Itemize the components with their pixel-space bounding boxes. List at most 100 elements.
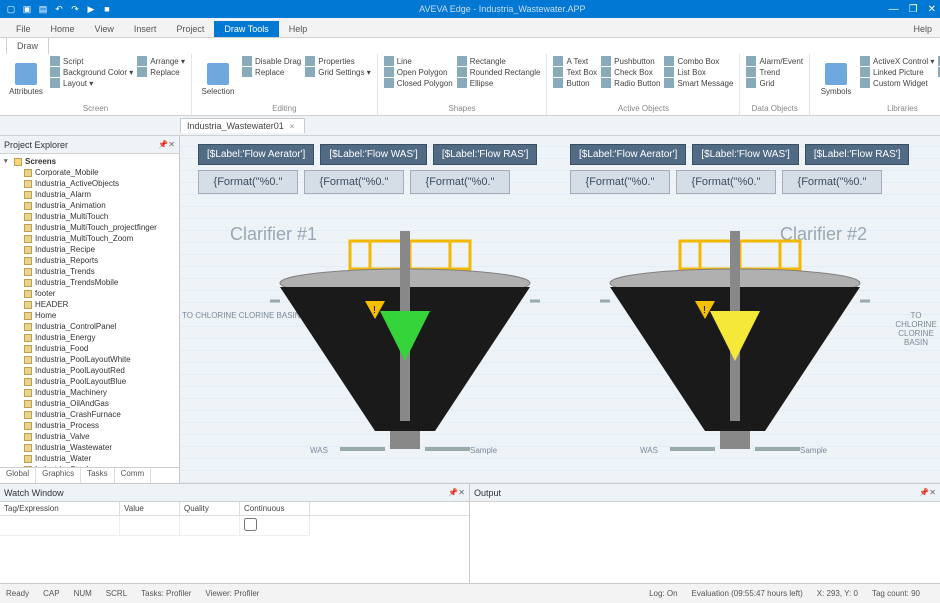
watch-close-icon[interactable]: ✕ (458, 488, 465, 497)
ribbon-big-button[interactable]: Attributes (6, 56, 46, 103)
ribbon-small-button[interactable]: List Box (664, 67, 733, 77)
output-pin-icon[interactable]: 📌 (919, 488, 929, 497)
ribbon-small-button[interactable]: Replace (137, 67, 185, 77)
watch-cell[interactable] (120, 516, 180, 536)
tree-item[interactable]: Industria_Alarm (2, 189, 177, 200)
tree-item[interactable]: Industria_ControlPanel (2, 321, 177, 332)
tree-item[interactable]: Industria_Food (2, 343, 177, 354)
ribbon-small-button[interactable]: Button (553, 78, 597, 88)
tab-draw[interactable]: Draw (6, 37, 49, 54)
value-display[interactable]: {Format("%0." (570, 170, 670, 194)
design-canvas[interactable]: [$Label:'Flow Aerator'] [$Label:'Flow WAS… (180, 136, 940, 483)
qat-undo-icon[interactable]: ↶ (52, 2, 66, 16)
ribbon-big-button[interactable]: Selection (198, 56, 238, 103)
watch-continuous-checkbox[interactable] (244, 518, 257, 531)
watch-cell[interactable] (0, 516, 120, 536)
tree-item[interactable]: Industria_CrashFurnace (2, 409, 177, 420)
ribbon-small-button[interactable]: Grid (746, 78, 803, 88)
watch-col-tag[interactable]: Tag/Expression (0, 502, 120, 515)
ribbon-small-button[interactable]: Disable Drag (242, 56, 301, 66)
watch-col-quality[interactable]: Quality (180, 502, 240, 515)
tree-item[interactable]: Industria_Reports (2, 255, 177, 266)
tab-home[interactable]: Home (41, 21, 85, 37)
tab-file[interactable]: File (6, 21, 41, 37)
qat-open-icon[interactable]: ▣ (20, 2, 34, 16)
tree-item[interactable]: Industria_Energy (2, 332, 177, 343)
watch-col-value[interactable]: Value (120, 502, 180, 515)
watch-pin-icon[interactable]: 📌 (448, 488, 458, 497)
help-link[interactable]: Help (905, 21, 940, 37)
value-display[interactable]: {Format("%0." (198, 170, 298, 194)
tree-item[interactable]: Industria_Process (2, 420, 177, 431)
tree-item[interactable]: Industria_Wastewater (2, 442, 177, 453)
qat-run-icon[interactable]: ▶ (84, 2, 98, 16)
ribbon-big-button[interactable]: Symbols (816, 56, 856, 103)
ribbon-small-button[interactable]: Smart Message (664, 78, 733, 88)
tag-label[interactable]: [$Label:'Flow Aerator'] (570, 144, 686, 165)
output-close-icon[interactable]: ✕ (929, 488, 936, 497)
tag-label[interactable]: [$Label:'Flow WAS'] (692, 144, 798, 165)
tree-item[interactable]: footer (2, 288, 177, 299)
maximize-icon[interactable]: ❐ (909, 4, 918, 15)
tree-item[interactable]: Industria_Trends (2, 266, 177, 277)
qat-redo-icon[interactable]: ↷ (68, 2, 82, 16)
explorer-tab-tasks[interactable]: Tasks (81, 468, 114, 483)
tab-view[interactable]: View (85, 21, 124, 37)
watch-col-continuous[interactable]: Continuous (240, 502, 310, 515)
ribbon-small-button[interactable]: Arrange ▾ (137, 56, 185, 66)
ribbon-small-button[interactable]: Radio Button (601, 78, 660, 88)
ribbon-small-button[interactable]: Replace (242, 67, 301, 77)
tree-item[interactable]: Industria_Machinery (2, 387, 177, 398)
tree-item[interactable]: Industria_MultiTouch_projectfinger (2, 222, 177, 233)
ribbon-small-button[interactable]: Grid Settings ▾ (305, 67, 370, 77)
watch-cell[interactable] (180, 516, 240, 536)
tab-insert[interactable]: Insert (124, 21, 167, 37)
ribbon-small-button[interactable]: Pushbutton (601, 56, 660, 66)
ribbon-small-button[interactable]: Script (50, 56, 133, 66)
ribbon-small-button[interactable]: Line (384, 56, 453, 66)
ribbon-small-button[interactable]: Properties (305, 56, 370, 66)
value-display[interactable]: {Format("%0." (410, 170, 510, 194)
ribbon-small-button[interactable]: A Text (553, 56, 597, 66)
value-display[interactable]: {Format("%0." (782, 170, 882, 194)
ribbon-small-button[interactable]: Trend (746, 67, 803, 77)
tree-item[interactable]: HEADER (2, 299, 177, 310)
clarifier-2[interactable]: ! WAS Sample (600, 231, 870, 451)
tree-item[interactable]: Industria_Animation (2, 200, 177, 211)
ribbon-small-button[interactable]: Combo Box (664, 56, 733, 66)
tab-drawtools[interactable]: Draw Tools (214, 21, 278, 37)
tree-item[interactable]: Industria_PoolLayoutRed (2, 365, 177, 376)
document-tab[interactable]: Industria_Wastewater01 × (180, 118, 305, 133)
tag-label[interactable]: [$Label:'Flow RAS'] (433, 144, 538, 165)
tree-item[interactable]: Home (2, 310, 177, 321)
tree-item[interactable]: Industria_Valve (2, 431, 177, 442)
tag-label[interactable]: [$Label:'Flow WAS'] (320, 144, 426, 165)
explorer-tab-comm[interactable]: Comm (115, 468, 152, 483)
tree-item[interactable]: Industria_Water (2, 453, 177, 464)
ribbon-small-button[interactable]: Rectangle (457, 56, 541, 66)
value-display[interactable]: {Format("%0." (676, 170, 776, 194)
ribbon-small-button[interactable]: Layout ▾ (50, 78, 133, 88)
tree-item[interactable]: Corporate_Mobile (2, 167, 177, 178)
tab-project[interactable]: Project (166, 21, 214, 37)
qat-stop-icon[interactable]: ■ (100, 2, 114, 16)
explorer-tab-graphics[interactable]: Graphics (36, 468, 81, 483)
ribbon-small-button[interactable]: Open Polygon (384, 67, 453, 77)
document-tab-close-icon[interactable]: × (290, 122, 295, 131)
ribbon-small-button[interactable]: Alarm/Event (746, 56, 803, 66)
qat-save-icon[interactable]: ▤ (36, 2, 50, 16)
tree-item[interactable]: Industria_MultiTouch (2, 211, 177, 222)
tree-item[interactable]: Industria_ActiveObjects (2, 178, 177, 189)
tree-item[interactable]: Industria_TrendsMobile (2, 277, 177, 288)
panel-close-icon[interactable]: ✕ (168, 140, 175, 149)
minimize-icon[interactable]: — (889, 4, 899, 15)
tree-item[interactable]: Industria_PoolLayoutWhite (2, 354, 177, 365)
tree-item[interactable]: Industria_OilAndGas (2, 398, 177, 409)
qat-new-icon[interactable]: ▢ (4, 2, 18, 16)
watch-grid[interactable]: Tag/Expression Value Quality Continuous (0, 502, 469, 583)
clarifier-1[interactable]: ! WAS Sample (270, 231, 540, 451)
ribbon-small-button[interactable]: Custom Widget (860, 78, 934, 88)
pin-icon[interactable]: 📌 (158, 140, 168, 149)
tree-item[interactable]: Industria_PoolLayoutBlue (2, 376, 177, 387)
ribbon-small-button[interactable]: Linked Picture (860, 67, 934, 77)
